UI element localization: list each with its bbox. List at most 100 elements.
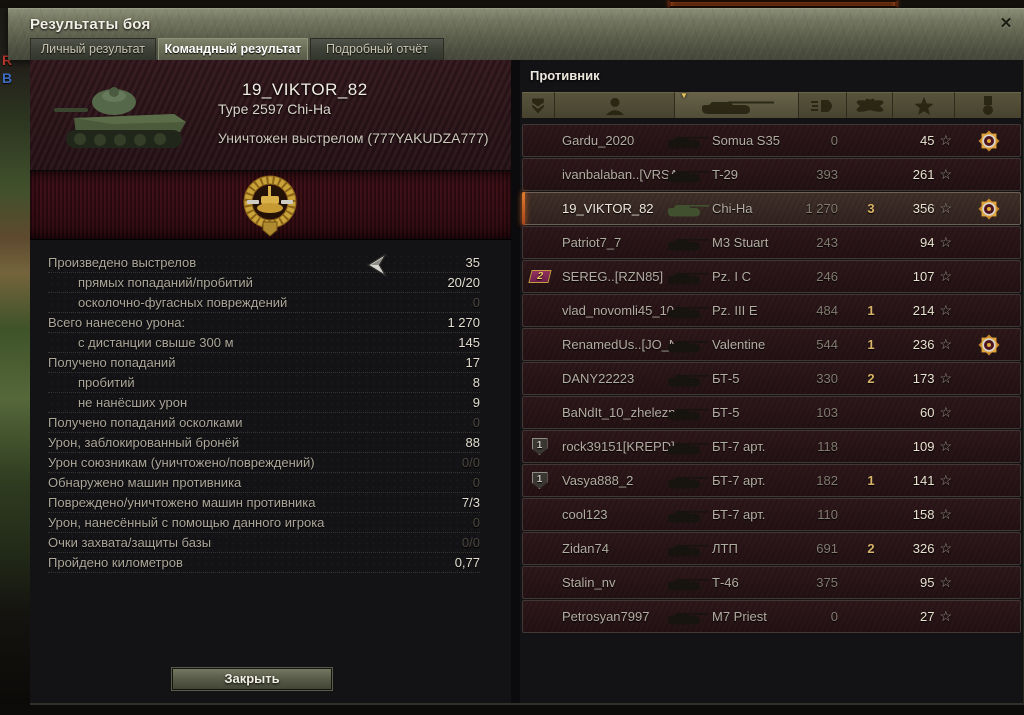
tab-personal-result[interactable]: Личный результат — [30, 38, 156, 60]
stat-label: Произведено выстрелов — [48, 255, 197, 270]
stat-row: прямых попаданий/пробитий 20/20 — [48, 273, 480, 293]
vehicle-name: БТ-7 арт. — [712, 507, 766, 522]
medal-cell — [956, 196, 1022, 222]
close-icon[interactable]: ✕ — [999, 15, 1013, 32]
medal-cell — [956, 128, 1022, 154]
medal-cell — [956, 332, 1022, 358]
vehicle-name: Pz. I C — [712, 269, 752, 284]
death-reason: Уничтожен выстрелом (777YAKUDZA777) — [218, 130, 489, 146]
tank-silhouette-icon — [668, 612, 709, 624]
player-name: 19_VIKTOR_82 — [242, 80, 368, 99]
tank-silhouette-icon — [668, 578, 709, 590]
damage-value: 0 — [830, 133, 838, 148]
column-player[interactable] — [555, 92, 675, 118]
vehicle-cell: Pz. III E — [668, 301, 800, 321]
vehicle-name: ЛТП — [712, 541, 738, 556]
rank-cell: 1 — [523, 438, 556, 455]
xp-value: 95 — [919, 575, 935, 590]
stat-value: 35 — [465, 255, 480, 270]
damage-value: 0 — [830, 609, 838, 624]
column-xp[interactable] — [893, 92, 955, 118]
table-row[interactable]: 19_VIKTOR_82 Chi-Ha 1 270 3 356 ☆ — [522, 192, 1021, 225]
rank-icon — [531, 98, 545, 113]
vehicle-cell: T-29 — [668, 165, 800, 185]
table-row[interactable]: ivanbalaban..[VRSAA] T-29 393 261 ☆ — [522, 158, 1021, 191]
tank-silhouette-icon — [668, 408, 709, 420]
tab-detailed-report[interactable]: Подробный отчёт — [310, 38, 444, 60]
table-row[interactable]: BaNdIt_10_zheleznyj БТ-5 103 60 ☆ — [522, 396, 1021, 429]
table-row[interactable]: cool123 БТ-7 арт. 110 158 ☆ — [522, 498, 1021, 531]
medal-cell — [956, 502, 1022, 528]
stat-row: не нанёсших урон 9 — [48, 393, 480, 413]
stat-label: Урон союзникам (уничтожено/повреждений) — [48, 455, 315, 470]
stat-label: с дистанции свыше 300 м — [78, 335, 234, 350]
xp-cell: 107 ☆ — [894, 268, 956, 285]
tank-silhouette-icon — [668, 272, 709, 284]
table-row[interactable]: 1 Vasya888_2 БТ-7 арт. 182 1 141 ☆ — [522, 464, 1021, 497]
enemy-player-name: cool123 — [562, 507, 608, 522]
game-background-top — [0, 0, 1024, 8]
vehicle-name: M3 Stuart — [712, 235, 769, 250]
column-vehicle[interactable]: ▼ — [675, 91, 799, 118]
xp-cell: 109 ☆ — [894, 438, 956, 455]
vehicle-name: Chi-Ha — [712, 201, 753, 216]
damage-value: 1 270 — [805, 201, 838, 216]
star-icon: ☆ — [939, 472, 952, 488]
medal-cell — [956, 400, 1022, 426]
vehicle-name: M7 Priest — [712, 609, 767, 624]
table-row[interactable]: vlad_novomli45_10 Pz. III E 484 1 214 ☆ — [522, 294, 1021, 327]
stat-value: 17 — [465, 355, 480, 370]
table-row[interactable]: Petrosyan7997 M7 Priest 0 27 ☆ — [522, 600, 1021, 633]
damage-value: 243 — [816, 235, 838, 250]
tank-silhouette-icon — [668, 136, 709, 148]
vehicle-cell: Chi-Ha — [668, 199, 800, 219]
vehicle-name: БТ-7 арт. — [712, 473, 766, 488]
xp-value: 214 — [912, 303, 935, 318]
table-row[interactable]: 2 SEREG..[RZN85] Pz. I C 246 107 ☆ — [522, 260, 1021, 293]
vehicle-name: Valentine — [712, 337, 766, 352]
star-icon: ☆ — [939, 404, 952, 420]
stat-value: 20/20 — [447, 275, 480, 290]
vehicle-name: БТ-7 арт. — [712, 439, 766, 454]
vehicle-cell: Somua S35 — [668, 131, 800, 151]
background-letter: B — [2, 70, 13, 86]
stat-row: Получено попаданий осколками 0 — [48, 413, 480, 433]
medal-cell — [956, 536, 1022, 562]
table-row[interactable]: RenamedUs..[JO_NI] Valentine 544 1 236 ☆ — [522, 328, 1021, 361]
xp-cell: 95 ☆ — [894, 574, 956, 591]
star-icon: ☆ — [939, 506, 952, 522]
column-medal[interactable] — [955, 92, 1021, 118]
vehicle-name: Т-46 — [712, 575, 739, 590]
epic-medal-icon — [978, 197, 1000, 220]
vehicle-name: БТ-5 — [712, 405, 740, 420]
column-damage[interactable] — [799, 92, 847, 118]
damage-icon — [810, 99, 832, 112]
stat-label: Урон, нанесённый с помощью данного игрок… — [48, 515, 325, 530]
damage-value: 182 — [816, 473, 838, 488]
close-button[interactable]: Закрыть — [171, 667, 333, 691]
tank-silhouette-icon — [668, 204, 709, 216]
enemy-table-header: ▼ — [522, 91, 1021, 118]
table-row[interactable]: 1 rock39151[KREPD] БТ-7 арт. 118 109 ☆ — [522, 430, 1021, 463]
vehicle-cell: БТ-7 арт. — [668, 505, 800, 525]
table-row[interactable]: Gardu_2020 Somua S35 0 45 ☆ — [522, 124, 1021, 157]
enemy-player-name: Stalin_nv — [562, 575, 616, 590]
dialog-body: 19_VIKTOR_82 Type 2597 Chi-Ha Уничтожен … — [30, 60, 1024, 705]
game-background-left: R B — [0, 8, 30, 705]
tab-team-result[interactable]: Командный результат — [158, 38, 308, 60]
epic-medal-icon — [978, 333, 1000, 356]
table-row[interactable]: Patriot7_7 M3 Stuart 243 94 ☆ — [522, 226, 1021, 259]
medal-cell — [956, 570, 1022, 596]
table-row[interactable]: Stalin_nv Т-46 375 95 ☆ — [522, 566, 1021, 599]
column-rank[interactable] — [522, 92, 555, 118]
xp-value: 173 — [912, 371, 935, 386]
frags-value: 3 — [867, 201, 875, 216]
stat-label: Повреждено/уничтожено машин противника — [48, 495, 316, 510]
table-row[interactable]: DANY22223 БТ-5 330 2 173 ☆ — [522, 362, 1021, 395]
xp-cell: 326 ☆ — [894, 540, 956, 557]
damage-value: 118 — [817, 439, 838, 454]
column-frags[interactable] — [847, 92, 893, 118]
table-row[interactable]: Zidan74 ЛТП 691 2 326 ☆ — [522, 532, 1021, 565]
player-vehicle: Type 2597 Chi-Ha — [218, 101, 331, 117]
medal-cell — [956, 434, 1022, 460]
